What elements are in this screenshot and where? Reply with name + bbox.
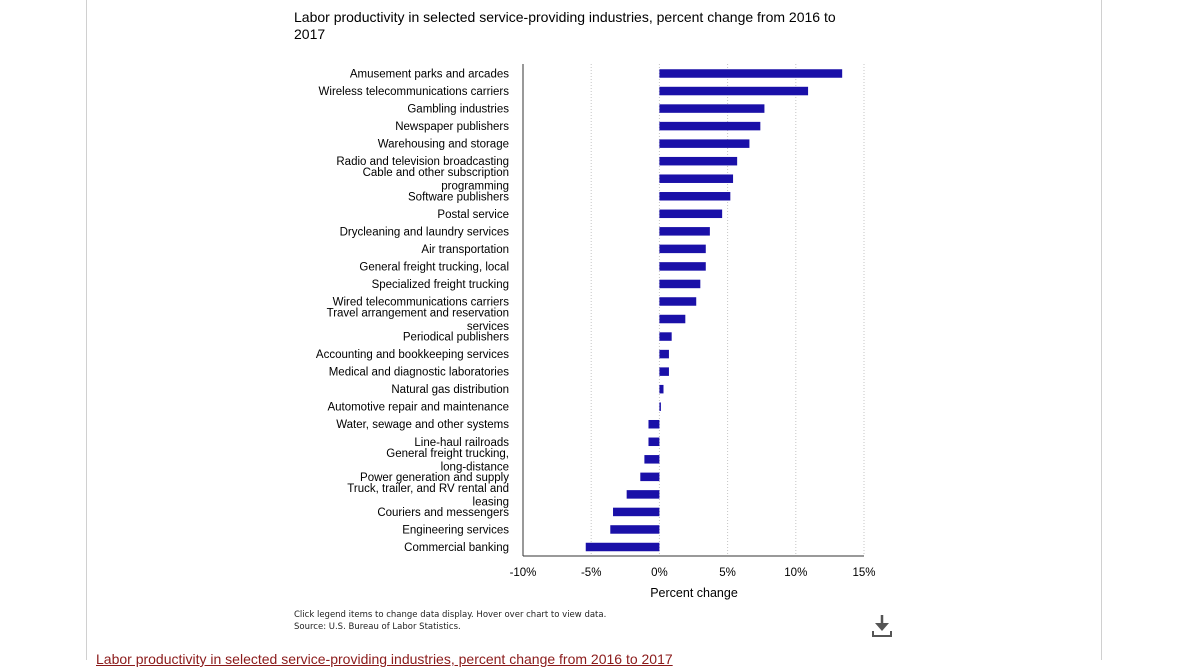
x-tick-label: -10% <box>510 567 537 579</box>
page-frame-left <box>86 0 87 660</box>
bar[interactable] <box>659 384 664 394</box>
page-frame-right <box>1101 0 1102 660</box>
bar[interactable] <box>659 367 669 376</box>
category-label: Accounting and bookkeeping services <box>316 349 509 361</box>
bar[interactable] <box>613 507 660 517</box>
category-label: Power generation and supply <box>360 472 509 484</box>
category-label: Cable and other subscription programming <box>363 167 509 193</box>
category-label: Medical and diagnostic laboratories <box>329 367 510 379</box>
bar[interactable] <box>648 419 660 429</box>
category-label: Commercial banking <box>404 542 509 554</box>
bar[interactable] <box>659 209 723 219</box>
bar[interactable] <box>659 402 661 411</box>
x-tick-label: 15% <box>852 567 875 579</box>
footnote-source: Source: U.S. Bureau of Labor Statistics. <box>294 622 461 632</box>
category-label: Gambling industries <box>407 104 509 116</box>
category-label: Truck, trailer, and RV rental and leasing <box>347 483 509 509</box>
category-label: Couriers and messengers <box>377 507 509 519</box>
footnote-instructions: Click legend items to change data displa… <box>294 610 607 620</box>
category-label: Periodical publishers <box>403 332 509 344</box>
category-label: Newspaper publishers <box>395 121 509 133</box>
category-label: Engineering services <box>402 524 509 536</box>
category-label: Automotive repair and maintenance <box>327 402 509 414</box>
category-label: Radio and television broadcasting <box>336 156 509 168</box>
bar[interactable] <box>659 69 843 78</box>
category-label: Travel arrangement and reservation servic… <box>327 308 510 334</box>
category-label: Wireless telecommunications carriers <box>319 86 510 98</box>
bar[interactable] <box>659 297 697 306</box>
bar[interactable] <box>648 437 660 447</box>
category-label: Warehousing and storage <box>378 139 509 151</box>
download-button[interactable] <box>869 612 895 640</box>
bar[interactable] <box>659 349 669 359</box>
category-label: Natural gas distribution <box>391 384 509 396</box>
bar[interactable] <box>610 525 660 534</box>
bar[interactable] <box>659 262 706 271</box>
category-label: Amusement parks and arcades <box>350 69 509 81</box>
x-tick-label: 10% <box>784 567 807 579</box>
bar[interactable] <box>659 244 706 254</box>
download-icon <box>872 615 892 637</box>
bar[interactable] <box>640 472 660 482</box>
x-tick-label: 5% <box>719 567 736 579</box>
chart-footnote: Click legend items to change data displa… <box>294 609 606 633</box>
x-tick-label: 0% <box>651 567 668 579</box>
chart-title: Labor productivity in selected service-p… <box>294 9 836 42</box>
bar[interactable] <box>659 156 738 166</box>
category-label: General freight trucking, local <box>359 261 509 273</box>
category-label: Specialized freight trucking <box>372 279 509 291</box>
bar[interactable] <box>659 139 750 148</box>
bar[interactable] <box>659 332 672 341</box>
bar[interactable] <box>659 174 734 183</box>
bar[interactable] <box>659 104 765 113</box>
category-label: Drycleaning and laundry services <box>340 226 510 238</box>
bar[interactable] <box>659 86 809 96</box>
x-axis-label: Percent change <box>650 586 738 600</box>
category-label: Software publishers <box>408 191 509 203</box>
bar[interactable] <box>659 314 686 324</box>
category-label: Water, sewage and other systems <box>336 419 509 431</box>
bar[interactable] <box>659 121 761 131</box>
category-label: General freight trucking, long-distance <box>386 448 509 474</box>
bar[interactable] <box>644 455 660 464</box>
bar[interactable] <box>659 279 701 289</box>
x-tick-label: -5% <box>581 567 601 579</box>
bar[interactable] <box>659 227 710 236</box>
category-label: Line-haul railroads <box>414 437 509 449</box>
bar[interactable] <box>659 192 731 201</box>
category-label: Air transportation <box>421 244 509 256</box>
category-label: Wired telecommunications carriers <box>333 296 510 308</box>
chart-caption-link[interactable]: Labor productivity in selected service-p… <box>96 651 673 667</box>
category-label: Postal service <box>437 209 509 221</box>
bar[interactable] <box>585 542 660 552</box>
bar[interactable] <box>626 490 660 499</box>
